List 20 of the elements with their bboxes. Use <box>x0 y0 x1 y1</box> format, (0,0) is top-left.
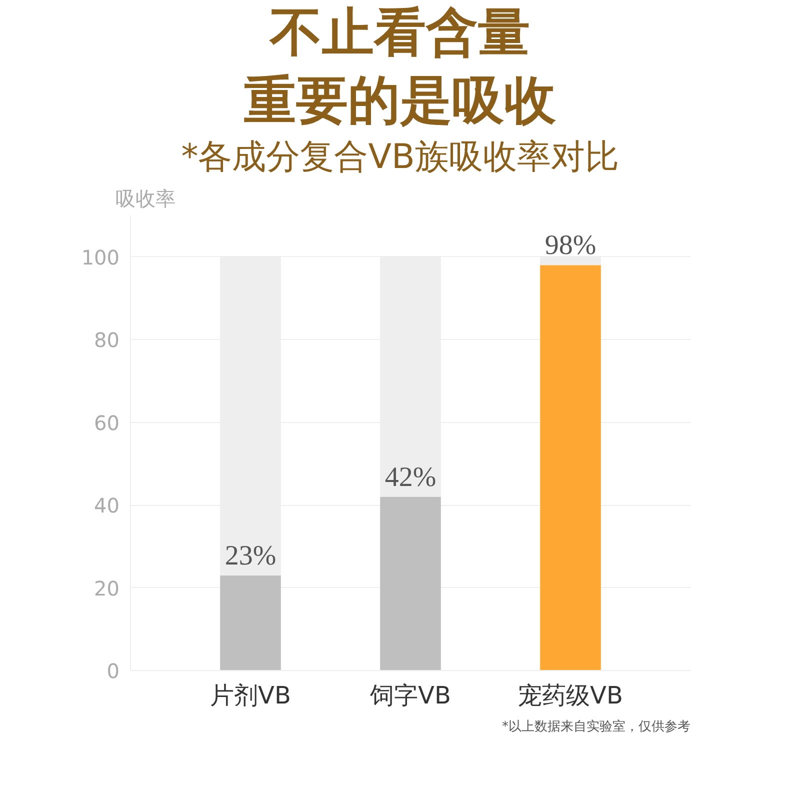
bar <box>540 266 601 671</box>
chart-title: 不止看含量 <box>270 2 530 65</box>
y-tick-label: 100 <box>81 246 120 270</box>
bar <box>220 576 281 671</box>
bar <box>380 497 441 671</box>
y-tick-label: 20 <box>94 576 120 601</box>
data-label: 23% <box>224 540 276 572</box>
y-tick-label: 0 <box>106 659 120 684</box>
y-tick-label: 80 <box>94 328 120 352</box>
data-label: 98% <box>544 230 596 262</box>
y-axis-title: 吸收率 <box>116 186 176 211</box>
x-tick-label: 饲字VB <box>369 682 451 710</box>
text: *以上数据来自实验室，仅供参考 <box>502 718 690 735</box>
data-label: 42% <box>384 462 436 494</box>
y-tick-label: 60 <box>94 411 120 436</box>
x-tick-label: 片剂VB <box>210 682 291 710</box>
y-tick-label: 40 <box>94 494 120 518</box>
chart-subtitle: 重要的是吸收 <box>244 70 556 133</box>
text: *各成分复合VB族吸收率对比 <box>181 136 619 180</box>
x-tick-label: 宠药级VB <box>518 682 623 710</box>
